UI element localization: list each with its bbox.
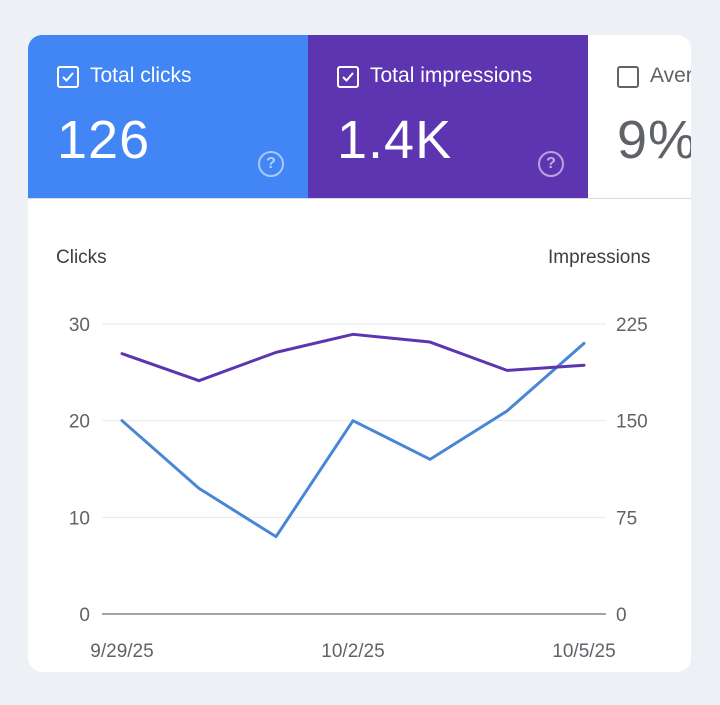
metric-label: Aver xyxy=(650,64,691,87)
right-axis-tick-label: 225 xyxy=(616,315,648,336)
chart-canvas: 0 10 20 30 0 75 150 225 9/29/25 10/2/25 10/5/25 xyxy=(69,315,648,662)
left-axis-tick-label: 20 xyxy=(69,412,90,433)
right-axis-tick-label: 75 xyxy=(616,508,637,529)
x-axis-tick-label: 10/5/25 xyxy=(552,641,615,662)
left-axis-tick-label: 30 xyxy=(69,315,90,336)
help-circle-icon[interactable]: ? xyxy=(538,151,564,177)
metric-value: 1.4K xyxy=(337,110,453,170)
metric-tabs: Total clicks 126 ? Total impressions 1.4… xyxy=(28,35,691,199)
line-chart: Clicks Impressions 0 10 20 30 0 75 150 225 9/29/… xyxy=(28,199,691,672)
series-line-impressions xyxy=(120,332,586,383)
x-axis-tick-label: 10/2/25 xyxy=(321,641,384,662)
help-circle-icon[interactable]: ? xyxy=(258,151,284,177)
metric-tab-average-ctr[interactable]: Aver 9% xyxy=(588,35,691,198)
left-axis-title: Clicks xyxy=(56,247,107,268)
metric-tab-total-clicks[interactable]: Total clicks 126 ? xyxy=(28,35,308,198)
x-axis-tick-label: 9/29/25 xyxy=(90,641,153,662)
metric-label: Total impressions xyxy=(370,64,533,87)
checkbox-unchecked-icon[interactable] xyxy=(617,66,639,88)
right-axis-tick-label: 150 xyxy=(616,412,648,433)
right-axis-title: Impressions xyxy=(548,247,651,268)
metric-value: 126 xyxy=(57,110,151,170)
left-axis-tick-label: 10 xyxy=(69,508,90,529)
right-axis-tick-label: 0 xyxy=(616,605,627,626)
metric-label: Total clicks xyxy=(90,64,192,87)
metric-tab-total-impressions[interactable]: Total impressions 1.4K ? xyxy=(308,35,588,198)
left-axis-tick-label: 0 xyxy=(79,605,90,626)
performance-card: Total clicks 126 ? Total impressions 1.4… xyxy=(28,35,691,672)
series-line-clicks xyxy=(120,341,586,539)
metric-value: 9% xyxy=(617,110,691,170)
checkbox-checked-icon[interactable] xyxy=(337,66,359,88)
checkbox-checked-icon[interactable] xyxy=(57,66,79,88)
